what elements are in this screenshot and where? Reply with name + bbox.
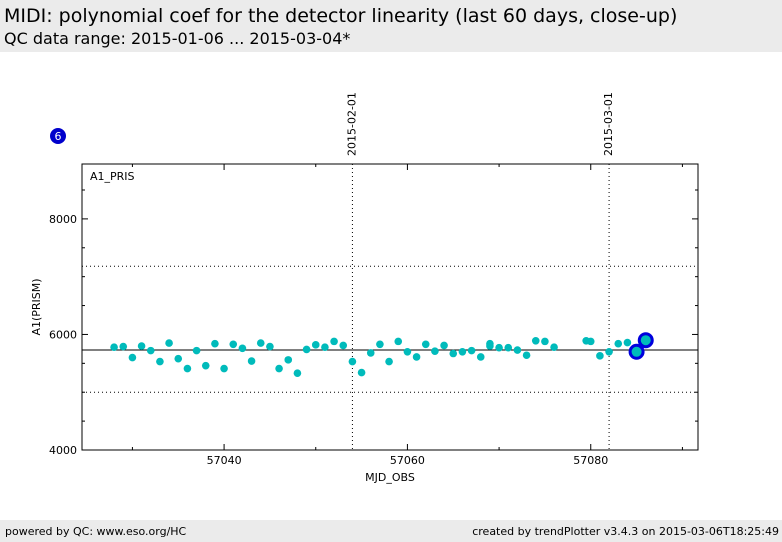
data-point-35 bbox=[431, 347, 439, 356]
data-point-48 bbox=[541, 337, 549, 346]
date-marker-label-1: 2015-03-01 bbox=[602, 92, 615, 156]
data-point-15 bbox=[247, 357, 256, 365]
data-point-34 bbox=[421, 340, 430, 349]
data-point-16 bbox=[256, 339, 265, 347]
data-point-49 bbox=[550, 343, 558, 351]
footer-powered-by: powered by QC: www.eso.org/HC bbox=[5, 525, 187, 538]
data-point-19 bbox=[284, 356, 293, 364]
chart-title: MIDI: polynomial coef for the detector l… bbox=[4, 5, 678, 27]
data-point-32 bbox=[403, 347, 412, 356]
data-point-18 bbox=[275, 364, 283, 373]
data-point-30 bbox=[385, 357, 393, 366]
y-tick-label-2: 8000 bbox=[49, 213, 77, 226]
data-point-33 bbox=[412, 353, 421, 361]
data-point-27 bbox=[357, 368, 366, 377]
y-axis-label: A1(PRISM) bbox=[30, 278, 43, 335]
footer-bar: powered by QC: www.eso.org/HC created by… bbox=[0, 520, 782, 542]
data-point-22 bbox=[311, 341, 320, 349]
data-point-8 bbox=[183, 364, 192, 373]
data-point-11 bbox=[211, 339, 219, 348]
data-point-44 bbox=[504, 343, 513, 352]
plot-frame bbox=[81, 163, 699, 451]
panel-label: A1_PRIS bbox=[90, 170, 135, 183]
chart-subtitle: QC data range: 2015-01-06 ... 2015-03-04… bbox=[4, 29, 351, 48]
data-point-21 bbox=[302, 345, 311, 354]
data-point-36 bbox=[440, 341, 448, 350]
data-point-2 bbox=[128, 353, 137, 362]
data-point-39 bbox=[467, 346, 476, 355]
data-point-20 bbox=[293, 369, 302, 377]
data-point-46 bbox=[522, 351, 531, 360]
data-point-0 bbox=[110, 343, 118, 351]
data-point-10 bbox=[201, 361, 210, 370]
data-point-13 bbox=[229, 340, 238, 349]
footer-created-by: created by trendPlotter v3.4.3 on 2015-0… bbox=[472, 525, 779, 538]
data-point-55 bbox=[623, 338, 632, 347]
data-point-45 bbox=[513, 346, 522, 354]
data-point-1 bbox=[119, 342, 128, 351]
data-point-53 bbox=[605, 347, 613, 356]
highlighted-point-0 bbox=[628, 343, 645, 360]
count-badge: 6 bbox=[50, 128, 66, 144]
x-tick-label-0: 57040 bbox=[207, 454, 242, 467]
data-point-24 bbox=[330, 337, 338, 346]
data-point-17 bbox=[266, 342, 274, 351]
plot-area: 2015-02-01 2015-03-01 57040 57060 57080 4000 6… bbox=[49, 92, 699, 467]
data-point-51 bbox=[586, 337, 595, 346]
data-point-38 bbox=[458, 347, 467, 356]
data-point-23 bbox=[321, 343, 329, 351]
data-point-6 bbox=[165, 339, 173, 347]
x-tick-label-1: 57060 bbox=[390, 454, 425, 467]
x-tick-label-2: 57080 bbox=[573, 454, 608, 467]
data-point-9 bbox=[192, 346, 201, 355]
y-tick-label-0: 4000 bbox=[49, 444, 77, 457]
data-point-29 bbox=[376, 340, 384, 349]
badge-circle bbox=[50, 128, 66, 144]
badge-label: 6 bbox=[55, 130, 62, 143]
data-point-4 bbox=[146, 346, 155, 355]
data-point-52 bbox=[596, 352, 604, 360]
data-point-43 bbox=[495, 343, 503, 352]
data-point-40 bbox=[476, 353, 485, 361]
data-point-26 bbox=[348, 357, 357, 366]
date-marker-label-0: 2015-02-01 bbox=[345, 92, 358, 156]
data-point-37 bbox=[449, 349, 458, 358]
data-point-25 bbox=[339, 341, 348, 350]
data-point-12 bbox=[220, 364, 228, 373]
data-point-42 bbox=[486, 342, 494, 350]
y-tick-label-1: 6000 bbox=[49, 328, 77, 341]
data-point-47 bbox=[531, 337, 540, 345]
data-point-31 bbox=[394, 337, 403, 346]
data-point-14 bbox=[238, 344, 247, 353]
data-point-28 bbox=[366, 349, 375, 357]
data-point-7 bbox=[174, 354, 183, 363]
highlighted-point-1 bbox=[637, 332, 654, 349]
title-bar: MIDI: polynomial coef for the detector l… bbox=[0, 0, 782, 52]
x-axis-label: MJD_OBS bbox=[365, 471, 415, 484]
data-point-5 bbox=[156, 357, 164, 366]
data-point-54 bbox=[614, 339, 623, 348]
data-point-3 bbox=[137, 342, 146, 350]
